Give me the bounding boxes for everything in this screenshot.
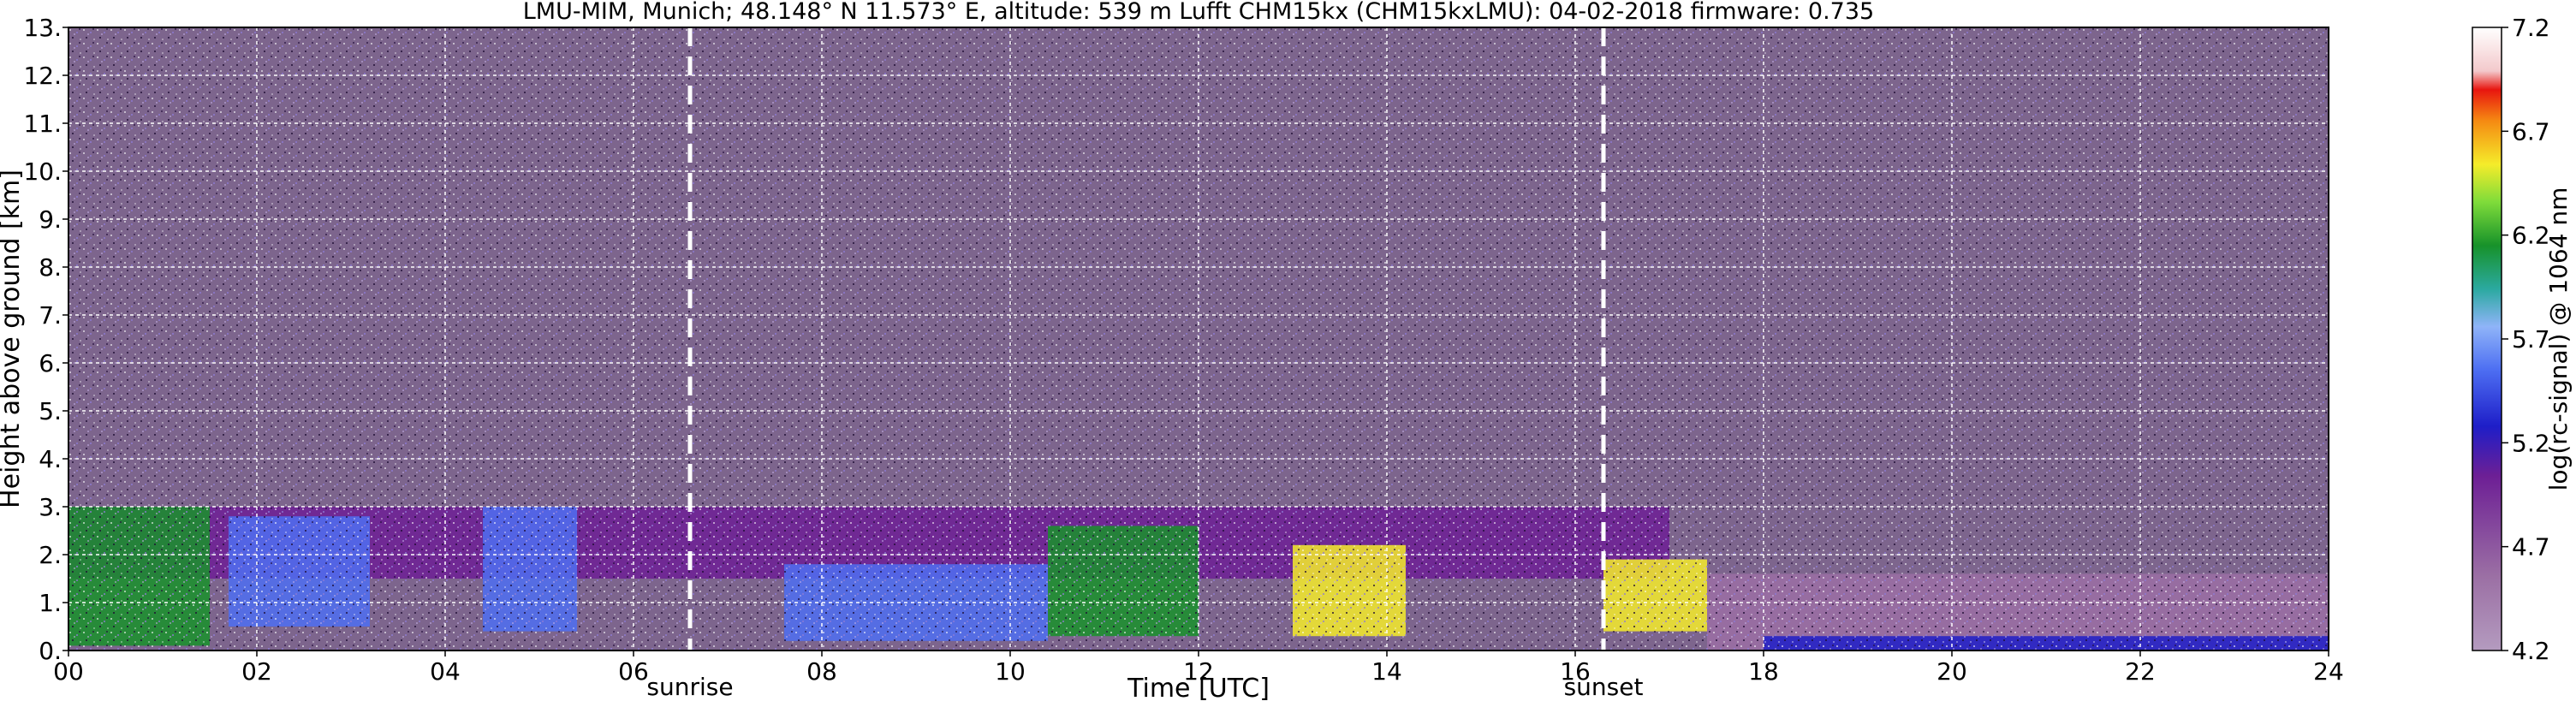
colorbar-tick-label: 6.7 [2512,117,2550,146]
x-tick-label: 08 [806,657,837,686]
x-tick-label: 20 [1936,657,1967,686]
grid [68,27,2329,651]
x-axis-label: Time [UTC] [1127,674,1270,704]
y-tick-label: 12. [23,62,62,90]
y-tick-label: 8. [39,253,62,282]
sun-event-lines [687,27,1606,651]
x-tick-label: 18 [1748,657,1779,686]
x-tick-label: 14 [1371,657,1402,686]
y-tick-label: 10. [23,157,62,186]
y-axis-label: Height above ground [km] [0,169,26,508]
colorbar [2472,27,2502,651]
chart-title: LMU-MIM, Munich; 48.148° N 11.573° E, al… [523,0,1874,25]
x-tick-label: 24 [2313,657,2344,686]
y-tick-label: 1. [39,589,62,617]
colorbar-tick-label: 7.2 [2512,14,2550,42]
y-tick-label: 11. [23,110,62,138]
x-axis-ticks: 00 02 04 06 08 10 12 14 16 18 20 22 24 [53,651,2344,686]
y-tick-label: 7. [39,301,62,330]
x-tick-label: 00 [53,657,84,686]
plot-area [68,27,2329,651]
y-tick-label: 2. [39,541,62,569]
y-tick-label: 5. [39,397,62,425]
y-tick-label: 3. [39,493,62,521]
y-axis-ticks: 0. 1. 2. 3. 4. 5. 6. 7. 8. 9. 10. 11. 12. 13. [23,14,68,665]
y-tick-label: 9. [39,205,62,234]
colorbar-label: log(rc-signal) @ 1064 nm [2544,187,2573,491]
x-tick-label: 04 [430,657,461,686]
colorbar-tick-label: 5.7 [2512,325,2550,354]
sunrise-label: sunrise [646,673,733,701]
y-tick-label: 6. [39,349,62,377]
colorbar-tick-label: 4.2 [2512,637,2550,665]
sun-event-labels: sunrise sunset [646,673,1643,701]
colorbar-tick-label: 4.7 [2512,533,2550,561]
x-tick-label: 06 [618,657,649,686]
colorbar-tick-label: 5.2 [2512,429,2550,457]
x-tick-label: 02 [241,657,272,686]
y-tick-label: 0. [39,637,62,665]
x-tick-label: 10 [995,657,1026,686]
y-tick-label: 4. [39,445,62,473]
colorbar-tick-label: 6.2 [2512,222,2550,250]
y-tick-label: 13. [23,14,62,42]
x-tick-label: 16 [1560,657,1591,686]
x-tick-label: 12 [1183,657,1214,686]
x-tick-label: 22 [2125,657,2156,686]
sunset-label: sunset [1564,673,1644,701]
colorbar-ticks: 4.2 4.7 5.2 5.7 6.2 6.7 7.2 [2502,14,2550,665]
